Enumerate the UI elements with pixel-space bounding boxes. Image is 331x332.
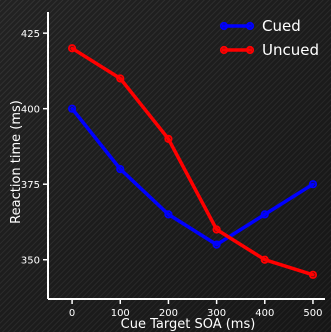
legend-marker-cued — [219, 21, 229, 31]
y-tick-label: 425 — [21, 29, 40, 40]
axes: 350 375 400 425 0 100 200 300 400 500 — [21, 12, 325, 319]
data-point-cued — [164, 210, 173, 219]
legend-marker-cued — [245, 21, 255, 31]
data-point-uncued — [308, 270, 318, 279]
y-axis-label: Reaction time (ms) — [9, 100, 24, 224]
y-tick-label: 400 — [21, 105, 40, 116]
y-tick-label: 350 — [21, 256, 40, 267]
x-tick-label: 400 — [255, 308, 274, 319]
y-tick-label: 375 — [21, 180, 40, 191]
legend-marker-uncued — [245, 45, 255, 55]
x-tick-label: 0 — [69, 308, 75, 319]
data-point-cued — [308, 180, 318, 189]
data-point-uncued — [116, 74, 125, 83]
series-line-cued — [70, 106, 315, 247]
legend-label-cued: Cued — [262, 17, 301, 35]
data-point-uncued — [212, 225, 221, 234]
data-point-uncued — [164, 134, 173, 143]
x-tick-label: 100 — [111, 308, 130, 319]
data-point-uncued — [260, 255, 269, 264]
x-tick-label: 500 — [303, 308, 322, 319]
data-point-cued — [116, 164, 125, 174]
series-line-uncued — [70, 46, 315, 277]
x-tick-label: 200 — [159, 308, 178, 319]
data-point-cued — [67, 104, 77, 113]
x-tick-label: 300 — [207, 308, 226, 319]
legend: Cued Uncued — [219, 17, 319, 59]
data-point-cued — [212, 240, 221, 249]
x-axis-label: Cue Target SOA (ms) — [121, 317, 256, 332]
data-point-cued — [260, 210, 269, 219]
series-layer — [67, 44, 318, 279]
legend-marker-uncued — [219, 45, 229, 55]
legend-label-uncued: Uncued — [262, 41, 319, 59]
data-point-uncued — [67, 44, 77, 53]
